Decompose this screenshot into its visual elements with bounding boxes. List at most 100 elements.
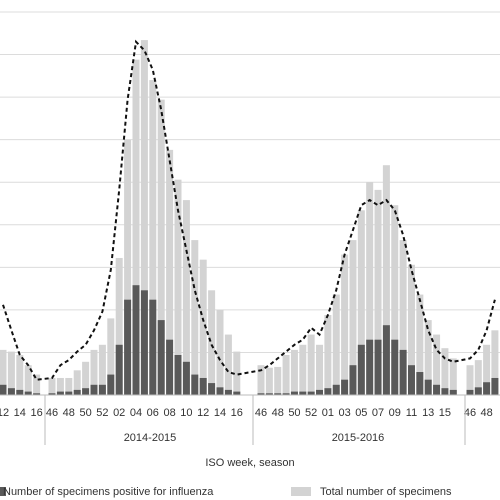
bar [449,389,457,395]
bar [208,290,216,395]
bar [98,384,106,395]
x-tick-label: 48 [480,407,492,419]
bar [257,365,265,395]
legend-swatch [0,487,6,496]
x-tick-label: 15 [439,407,451,419]
bar [265,367,273,395]
bar [90,349,98,395]
x-tick-label: 09 [389,407,401,419]
bar [441,348,449,395]
bar [257,393,265,395]
x-tick-label: 50 [79,407,91,419]
bar [399,349,407,395]
bar [65,377,73,395]
bar [474,360,482,395]
bar [56,377,64,395]
bar [299,391,307,395]
bar [491,330,499,395]
x-tick-label: 46 [46,407,58,419]
bar [33,374,41,395]
bar [191,374,199,395]
bar [107,318,115,395]
bar [290,391,298,395]
bar [107,374,115,395]
bar [124,139,132,395]
line [2,39,496,381]
bar [224,334,232,395]
bar [115,257,123,395]
bar [73,370,81,395]
bar [132,59,140,395]
bar [433,384,441,395]
bar [7,388,15,395]
bar [433,334,441,395]
x-tick-label: 14 [214,407,226,419]
bar [282,354,290,395]
bar [132,285,140,395]
bar [424,379,432,395]
bar [307,391,315,395]
bar [174,179,182,395]
bar [0,384,7,395]
x-tick-label: 12 [197,407,209,419]
x-tick-label: 46 [464,407,476,419]
legend-swatch [291,487,311,496]
bar [24,365,32,395]
season-label: 2014-2015 [124,432,177,444]
bar [441,388,449,395]
bar [149,80,157,395]
x-tick-label: 03 [338,407,350,419]
bar [399,240,407,395]
x-tick-label: 08 [163,407,175,419]
bar [299,344,307,395]
bar [341,254,349,395]
bar [149,299,157,395]
bar [349,240,357,395]
bar [48,393,56,395]
bar [48,377,56,395]
x-tick-label: 16 [30,407,42,419]
bar [366,339,374,395]
x-tick-label: 04 [130,407,142,419]
bar [157,99,165,396]
x-tick-label: 02 [113,407,125,419]
bar [483,344,491,395]
bar [290,349,298,395]
bar [366,182,374,395]
bar [140,290,148,395]
season-label: 2015-2016 [332,432,385,444]
bar [382,325,390,395]
bar [208,383,216,395]
bar [182,200,190,395]
bar [33,393,41,395]
bar [124,299,132,395]
x-tick-label: 52 [305,407,317,419]
bar [466,365,474,395]
x-tick-label: 16 [231,407,243,419]
bar [374,339,382,395]
bar [307,334,315,395]
bar [98,344,106,395]
bar [157,320,165,395]
x-tick-label: 14 [14,407,26,419]
bar [341,379,349,395]
x-tick-label: 13 [422,407,434,419]
bar [216,387,224,395]
x-tick-label: 11 [406,407,417,419]
bar [73,389,81,395]
bar [56,391,64,395]
bar [316,344,324,395]
x-tick-label: 01 [322,407,334,419]
x-tick-label: 46 [255,407,267,419]
bar [82,361,90,395]
bar [374,189,382,395]
bar [191,240,199,395]
bar [324,314,332,395]
bar [382,165,390,395]
bar [233,351,241,395]
x-tick-label: 05 [355,407,367,419]
x-tick-label: 07 [372,407,384,419]
bar [233,391,241,395]
bar [416,372,424,395]
